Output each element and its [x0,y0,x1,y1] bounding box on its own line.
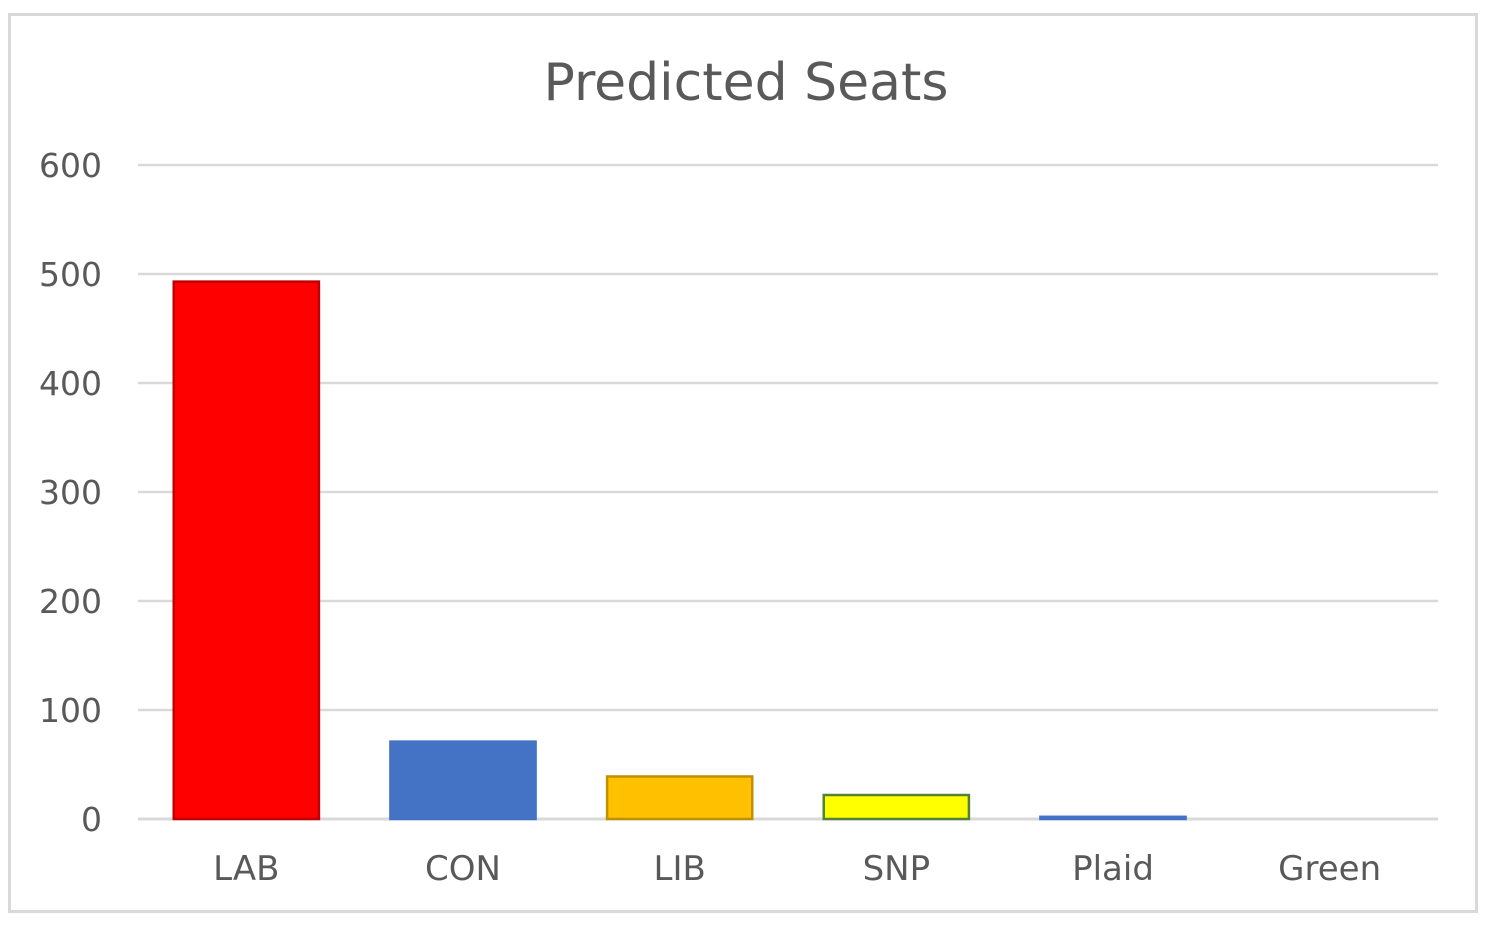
bar-plaid [1039,815,1187,821]
bar-lib [605,775,754,821]
gridlines [138,163,1438,821]
bar-lab [172,280,321,821]
x-tick-label-con: CON [425,849,501,889]
x-tick-label-snp: SNP [863,849,931,889]
bar-snp [822,793,971,821]
y-tick-label: 600 [39,146,102,185]
y-tick-label: 0 [81,800,102,839]
y-tick-label: 200 [39,582,102,621]
y-tick-label: 500 [39,255,102,294]
x-tick-label-green: Green [1278,849,1381,889]
y-tick-label: 100 [39,691,102,730]
y-tick-label: 400 [39,364,102,403]
bars [172,280,1187,821]
x-tick-label-plaid: Plaid [1072,849,1154,889]
x-axis-tick-labels: LAB CON LIB SNP Plaid Green [213,849,1381,889]
y-axis-tick-labels: 0 100 200 300 400 500 600 [39,146,102,839]
x-tick-label-lab: LAB [213,849,279,889]
bar-con [389,740,537,821]
x-tick-label-lib: LIB [654,849,706,889]
y-tick-label: 300 [39,473,102,512]
chart-title: Predicted Seats [544,53,949,113]
